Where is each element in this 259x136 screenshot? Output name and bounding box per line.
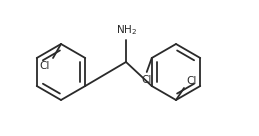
Text: NH$_2$: NH$_2$ xyxy=(117,23,138,37)
Text: Cl: Cl xyxy=(186,76,196,86)
Text: Cl: Cl xyxy=(40,61,50,71)
Text: Cl: Cl xyxy=(142,75,152,85)
